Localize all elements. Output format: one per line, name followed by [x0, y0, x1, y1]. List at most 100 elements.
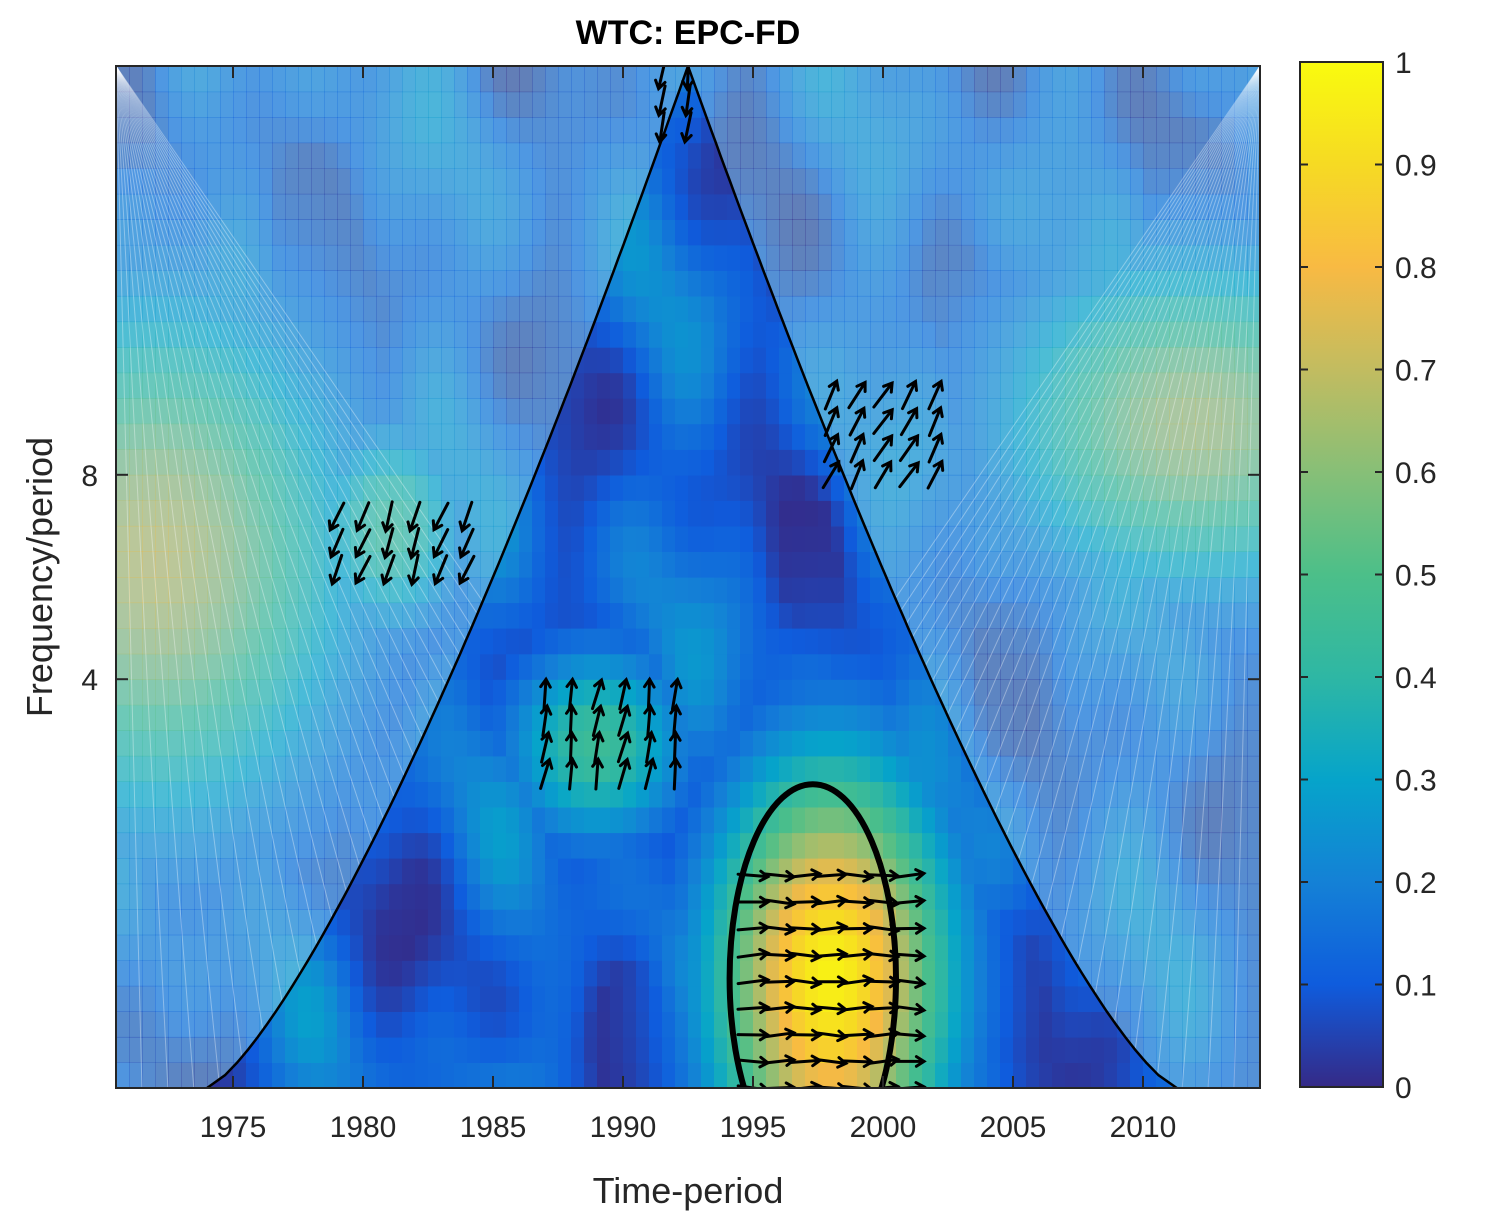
- heatmap-cell-muted: [870, 295, 884, 323]
- heatmap-cell-muted: [792, 117, 806, 144]
- heatmap-cell-muted: [233, 602, 247, 629]
- heatmap-cell-muted: [168, 985, 182, 1012]
- heatmap-cell-muted: [1143, 398, 1157, 425]
- heatmap-cell-muted: [311, 807, 325, 834]
- heatmap-cell-muted: [1052, 398, 1066, 425]
- heatmap-cell-muted: [168, 602, 182, 629]
- heatmap-cell-muted: [610, 219, 624, 246]
- heatmap-cell-muted: [1078, 193, 1092, 220]
- heatmap-cell-muted: [363, 168, 377, 195]
- heatmap-cell-muted: [181, 347, 195, 374]
- heatmap-cell-muted: [480, 551, 494, 578]
- heatmap-cell-muted: [311, 525, 325, 552]
- heatmap-cell-muted: [1078, 347, 1092, 374]
- heatmap-cell: [519, 704, 533, 731]
- heatmap-cell-muted: [493, 372, 507, 399]
- heatmap-cell-muted: [220, 321, 234, 348]
- heatmap-cell-muted: [311, 781, 325, 808]
- heatmap-cell-muted: [1039, 91, 1053, 118]
- heatmap-cell-muted: [1039, 858, 1053, 885]
- heatmap-cell-muted: [1104, 960, 1118, 987]
- heatmap-cell-muted: [1091, 653, 1105, 680]
- heatmap-cell-muted: [935, 525, 949, 552]
- heatmap-cell-muted: [389, 372, 403, 399]
- heatmap-cell-muted: [142, 142, 156, 169]
- heatmap-cell-muted: [792, 142, 806, 169]
- heatmap-cell-muted: [155, 832, 169, 859]
- heatmap-cell-muted: [1000, 551, 1014, 578]
- heatmap-cell: [506, 934, 520, 961]
- heatmap-cell-muted: [1130, 500, 1144, 527]
- heatmap-cell: [467, 883, 481, 910]
- heatmap-cell-muted: [168, 883, 182, 910]
- heatmap-cell-muted: [1195, 832, 1209, 859]
- heatmap-cell-muted: [1208, 883, 1222, 910]
- heatmap-cell-muted: [1221, 321, 1235, 348]
- heatmap-cell-muted: [1169, 730, 1183, 757]
- heatmap-cell-muted: [961, 142, 975, 169]
- heatmap-cell-muted: [1130, 832, 1144, 859]
- heatmap-cell-muted: [298, 730, 312, 757]
- heatmap-cell-muted: [1000, 602, 1014, 629]
- heatmap-cell-muted: [1143, 653, 1157, 680]
- heatmap-cell-muted: [298, 219, 312, 246]
- heatmap-cell: [402, 985, 416, 1012]
- heatmap-cell-muted: [389, 398, 403, 425]
- heatmap-cell-muted: [285, 449, 299, 476]
- heatmap-cell-muted: [337, 168, 351, 195]
- heatmap-cell-muted: [181, 142, 195, 169]
- heatmap-cell-muted: [363, 372, 377, 399]
- heatmap-cell-muted: [610, 142, 624, 169]
- heatmap-cell: [428, 909, 442, 936]
- heatmap-cell-muted: [220, 423, 234, 450]
- heatmap-cell-muted: [1117, 219, 1131, 246]
- heatmap-cell-muted: [493, 525, 507, 552]
- heatmap-cell-muted: [116, 755, 130, 782]
- heatmap-cell-muted: [220, 1036, 234, 1063]
- heatmap-cell-muted: [324, 704, 338, 731]
- heatmap-cell-muted: [181, 1011, 195, 1038]
- heatmap-cell-muted: [1039, 704, 1053, 731]
- heatmap-cell-muted: [376, 500, 390, 527]
- heatmap-cell-muted: [740, 142, 754, 169]
- heatmap-cell-muted: [987, 500, 1001, 527]
- heatmap-cell: [428, 883, 442, 910]
- heatmap-cell-muted: [129, 500, 143, 527]
- heatmap-cell-muted: [974, 321, 988, 348]
- heatmap-cell-muted: [142, 168, 156, 195]
- heatmap-cell-muted: [428, 321, 442, 348]
- heatmap-cell-muted: [584, 66, 598, 93]
- heatmap-cell: [467, 1062, 481, 1088]
- heatmap-cell-muted: [1169, 219, 1183, 246]
- heatmap-cell-muted: [363, 270, 377, 297]
- heatmap-cell-muted: [207, 270, 221, 297]
- heatmap-cell-muted: [324, 807, 338, 834]
- heatmap-cell-muted: [1052, 500, 1066, 527]
- heatmap-cell-muted: [597, 117, 611, 144]
- heatmap-cell: [480, 653, 494, 680]
- heatmap-cell-muted: [155, 551, 169, 578]
- heatmap-cell: [259, 1036, 273, 1063]
- heatmap-cell: [532, 781, 546, 808]
- heatmap-cell-muted: [1143, 219, 1157, 246]
- heatmap-cell-muted: [129, 679, 143, 706]
- heatmap-cell-muted: [922, 295, 936, 323]
- heatmap-cell-muted: [298, 500, 312, 527]
- heatmap-cell-muted: [987, 653, 1001, 680]
- heatmap-cell-muted: [467, 321, 481, 348]
- heatmap-cell-muted: [454, 244, 468, 271]
- heatmap-cell-muted: [1013, 372, 1027, 399]
- heatmap-cell: [402, 781, 416, 808]
- heatmap-cell: [506, 730, 520, 757]
- heatmap-cell-muted: [1052, 372, 1066, 399]
- heatmap-cell-muted: [246, 883, 260, 910]
- coi-ray: [116, 66, 298, 1088]
- heatmap-cell-muted: [909, 347, 923, 374]
- heatmap-cell: [571, 909, 585, 936]
- heatmap-cell-muted: [896, 193, 910, 220]
- heatmap-cell-muted: [1169, 142, 1183, 169]
- heatmap-cell-muted: [1156, 219, 1170, 246]
- heatmap-cell-muted: [298, 142, 312, 169]
- heatmap-cell-muted: [363, 628, 377, 655]
- heatmap-cell-muted: [857, 347, 871, 374]
